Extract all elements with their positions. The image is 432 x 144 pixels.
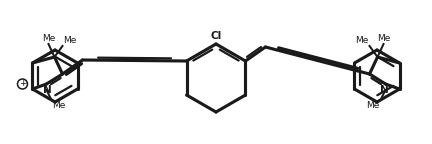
Text: Me: Me bbox=[366, 101, 380, 110]
Text: N: N bbox=[380, 85, 389, 95]
Text: Me: Me bbox=[377, 34, 390, 43]
Text: Me: Me bbox=[355, 36, 368, 45]
Text: Cl: Cl bbox=[210, 31, 222, 41]
Text: +: + bbox=[19, 79, 26, 88]
Text: Me: Me bbox=[42, 34, 55, 43]
Text: Me: Me bbox=[64, 36, 77, 45]
Text: N: N bbox=[43, 85, 52, 95]
Text: Me: Me bbox=[52, 101, 66, 110]
